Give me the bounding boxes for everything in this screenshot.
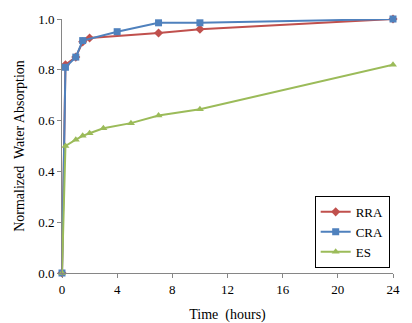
svg-text:12: 12 (221, 282, 234, 297)
svg-text:Normalized Water Absorption: Normalized Water Absorption (12, 60, 27, 232)
svg-text:20: 20 (331, 282, 344, 297)
svg-text:0.2: 0.2 (38, 215, 54, 230)
svg-text:16: 16 (276, 282, 290, 297)
svg-text:CRA: CRA (356, 225, 383, 240)
svg-text:ES: ES (356, 245, 371, 260)
svg-text:1.0: 1.0 (38, 12, 54, 27)
svg-text:24: 24 (387, 282, 401, 297)
svg-text:0.4: 0.4 (38, 164, 55, 179)
svg-text:8: 8 (169, 282, 176, 297)
svg-text:4: 4 (114, 282, 121, 297)
svg-text:0: 0 (59, 282, 66, 297)
svg-text:Time (hours): Time (hours) (189, 307, 266, 323)
svg-text:0.8: 0.8 (38, 62, 54, 77)
svg-text:RRA: RRA (356, 205, 383, 220)
svg-text:0.6: 0.6 (38, 113, 55, 128)
svg-text:0.0: 0.0 (38, 266, 54, 281)
